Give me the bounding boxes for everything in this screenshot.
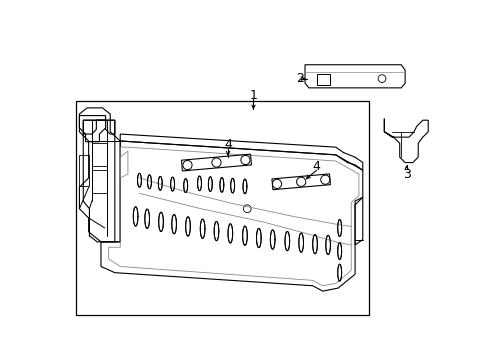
- Text: 4: 4: [224, 138, 232, 151]
- Text: 3: 3: [403, 168, 411, 181]
- Text: 4: 4: [313, 160, 320, 173]
- Text: 1: 1: [249, 89, 257, 102]
- Bar: [76, 101, 369, 315]
- Text: 2: 2: [295, 72, 304, 85]
